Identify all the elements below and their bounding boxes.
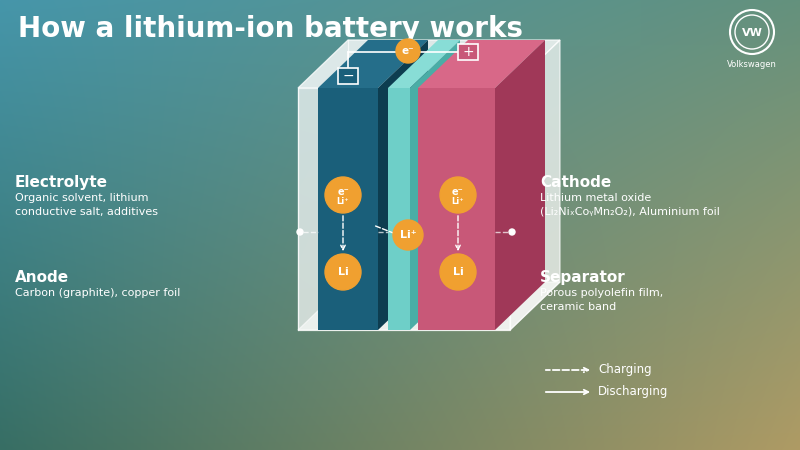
Text: e⁻: e⁻ bbox=[452, 187, 464, 197]
Circle shape bbox=[297, 229, 303, 235]
Polygon shape bbox=[378, 40, 428, 330]
Polygon shape bbox=[495, 40, 545, 330]
Polygon shape bbox=[388, 40, 460, 88]
Text: Carbon (graphite), copper foil: Carbon (graphite), copper foil bbox=[15, 288, 180, 298]
Polygon shape bbox=[388, 88, 410, 330]
Text: Volkswagen: Volkswagen bbox=[727, 60, 777, 69]
Text: Lithium metal oxide
(Li₂NiₓCoᵧMn₂O₂), Aluminium foil: Lithium metal oxide (Li₂NiₓCoᵧMn₂O₂), Al… bbox=[540, 193, 720, 217]
Text: Li⁺: Li⁺ bbox=[400, 230, 416, 240]
Text: Discharging: Discharging bbox=[598, 386, 668, 399]
Text: e⁻: e⁻ bbox=[402, 46, 414, 56]
Text: How a lithium-ion battery works: How a lithium-ion battery works bbox=[18, 15, 523, 43]
Polygon shape bbox=[318, 40, 428, 88]
Text: Cathode: Cathode bbox=[540, 175, 611, 190]
Polygon shape bbox=[298, 88, 510, 330]
Text: Porous polyolefin film,
ceramic band: Porous polyolefin film, ceramic band bbox=[540, 288, 663, 312]
Circle shape bbox=[325, 254, 361, 290]
Text: Li: Li bbox=[338, 267, 348, 277]
Text: +: + bbox=[462, 45, 474, 59]
Text: Organic solvent, lithium
conductive salt, additives: Organic solvent, lithium conductive salt… bbox=[15, 193, 158, 217]
FancyBboxPatch shape bbox=[458, 44, 478, 60]
Polygon shape bbox=[318, 88, 378, 330]
Circle shape bbox=[325, 177, 361, 213]
Polygon shape bbox=[418, 40, 545, 88]
Circle shape bbox=[509, 229, 515, 235]
Polygon shape bbox=[298, 40, 560, 88]
Text: Li⁺: Li⁺ bbox=[337, 197, 350, 206]
Circle shape bbox=[393, 220, 423, 250]
Circle shape bbox=[440, 254, 476, 290]
Text: −: − bbox=[342, 69, 354, 83]
Text: Li⁺: Li⁺ bbox=[452, 197, 464, 206]
Polygon shape bbox=[298, 282, 560, 330]
Text: Li: Li bbox=[453, 267, 463, 277]
Polygon shape bbox=[510, 40, 560, 330]
Text: Separator: Separator bbox=[540, 270, 626, 285]
Text: Charging: Charging bbox=[598, 364, 652, 377]
Text: e⁻: e⁻ bbox=[337, 187, 349, 197]
Polygon shape bbox=[418, 88, 495, 330]
Circle shape bbox=[396, 39, 420, 63]
Text: VW: VW bbox=[742, 28, 762, 38]
Circle shape bbox=[440, 177, 476, 213]
Text: Anode: Anode bbox=[15, 270, 69, 285]
Text: Electrolyte: Electrolyte bbox=[15, 175, 108, 190]
FancyBboxPatch shape bbox=[338, 68, 358, 84]
Polygon shape bbox=[410, 40, 460, 330]
